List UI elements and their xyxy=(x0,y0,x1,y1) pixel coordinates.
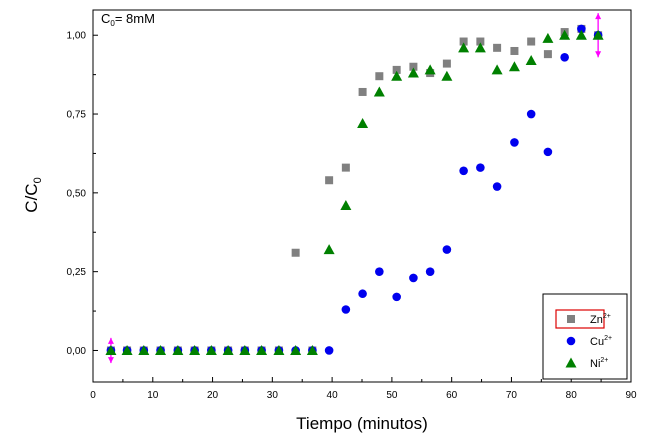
cu-data-point xyxy=(459,166,468,175)
error-bar-cap-bottom xyxy=(108,357,114,363)
annotation-main: C xyxy=(101,11,110,26)
x-tick-label: 50 xyxy=(386,390,398,401)
error-bar-cap-top xyxy=(108,338,114,344)
legend-marker-cu xyxy=(567,337,576,346)
cu-data-point xyxy=(358,289,367,298)
y-axis-title-main: C/C xyxy=(22,183,41,212)
zn-data-point xyxy=(493,44,501,52)
cu-data-point xyxy=(443,245,452,254)
cu-data-point xyxy=(527,110,536,119)
ni-data-point xyxy=(374,86,385,96)
legend-marker-zn xyxy=(567,315,575,323)
ni-data-point xyxy=(324,244,335,254)
cu-data-point xyxy=(560,53,569,62)
x-axis-title: Tiempo (minutos) xyxy=(296,414,428,433)
cu-data-point xyxy=(325,346,334,355)
cu-data-point xyxy=(476,163,485,172)
x-tick-label: 20 xyxy=(207,390,219,401)
x-tick-label: 90 xyxy=(625,390,637,401)
x-tick-label: 30 xyxy=(267,390,279,401)
legend: Zn2+Cu2+Ni2+ xyxy=(543,294,627,379)
x-tick-label: 10 xyxy=(147,390,159,401)
y-axis-title: C/C0 xyxy=(22,177,44,212)
cu-data-point xyxy=(426,267,435,276)
y-axis-title-sub: 0 xyxy=(32,177,44,183)
zn-data-point xyxy=(342,164,350,172)
y-tick-label: 0,50 xyxy=(67,188,87,199)
ni-data-point xyxy=(441,71,452,81)
x-axis-ticks: 0 10 20 30 40 50 60 70 80 90 xyxy=(90,377,637,401)
x-tick-label: 70 xyxy=(506,390,518,401)
zn-data-point xyxy=(325,176,333,184)
zn-data-point xyxy=(510,47,518,55)
x-tick-label: 60 xyxy=(446,390,458,401)
ni-data-point xyxy=(509,61,520,71)
x-tick-label: 80 xyxy=(566,390,578,401)
error-bar-cap-top xyxy=(595,13,601,19)
zn-data-point xyxy=(527,38,535,46)
x-tick-label: 40 xyxy=(327,390,339,401)
error-bars-layer xyxy=(108,13,601,363)
x-tick-label: 0 xyxy=(90,390,96,401)
y-tick-label: 0,75 xyxy=(67,110,87,121)
zn-data-point xyxy=(359,88,367,96)
ni-data-point xyxy=(492,64,503,74)
cu-data-point xyxy=(375,267,384,276)
annotation-rest: = 8mM xyxy=(115,11,155,26)
ni-data-point xyxy=(357,118,368,128)
cu-data-point xyxy=(409,274,418,283)
error-bar-cap-bottom xyxy=(595,51,601,57)
ni-data-point xyxy=(340,200,351,210)
y-tick-label: 0,00 xyxy=(67,346,87,357)
concentration-annotation: C0= 8mM xyxy=(101,11,155,28)
zn-data-point xyxy=(443,60,451,68)
data-points-layer xyxy=(105,25,603,355)
ni-data-point xyxy=(526,55,537,65)
y-tick-label: 0,25 xyxy=(67,267,87,278)
zn-data-point xyxy=(375,72,383,80)
cu-data-point xyxy=(510,138,519,147)
cu-data-point xyxy=(544,148,553,157)
cu-data-point xyxy=(493,182,502,191)
ni-data-point xyxy=(542,33,553,43)
cu-data-point xyxy=(342,305,351,314)
y-tick-label: 1,00 xyxy=(67,31,87,42)
cu-data-point xyxy=(392,293,401,302)
legend-box xyxy=(543,294,627,379)
zn-data-point xyxy=(544,50,552,58)
zn-data-point xyxy=(292,249,300,257)
